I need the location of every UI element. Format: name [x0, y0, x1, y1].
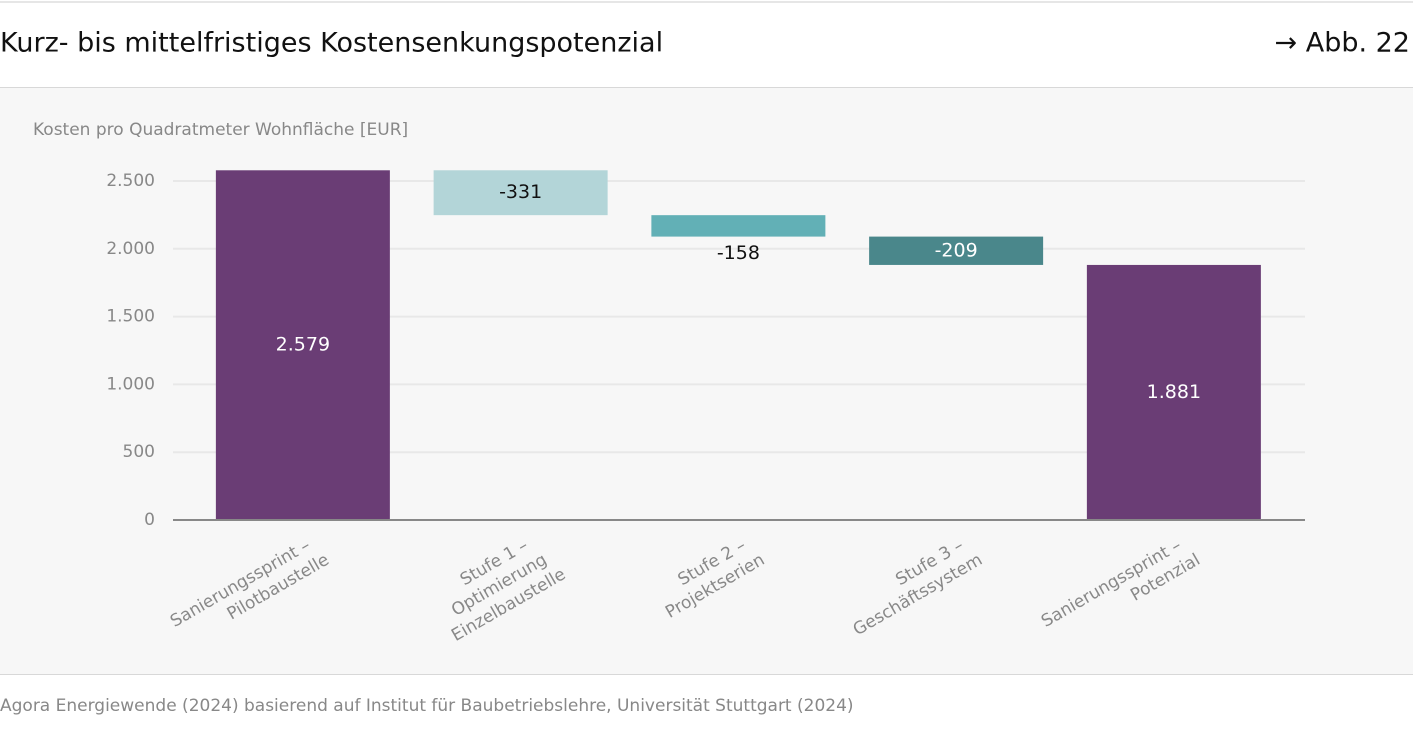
bar	[215, 170, 390, 520]
y-tick-label: 2.500	[106, 171, 155, 191]
value-label: -209	[935, 239, 978, 261]
bar	[433, 170, 608, 216]
title: Kurz- bis mittelfristiges Kostensenkungs…	[0, 28, 663, 59]
y-tick-label: 2.000	[106, 239, 155, 259]
value-label: -331	[499, 181, 542, 203]
source: Agora Energiewende (2024) basierend auf …	[0, 696, 854, 716]
y-tick-label: 0	[144, 510, 155, 530]
value-label: -158	[717, 242, 760, 264]
value-label: 1.881	[1147, 381, 1201, 403]
bar	[651, 215, 826, 237]
bar	[1086, 264, 1261, 520]
bar	[869, 236, 1044, 265]
figure-ref: → Abb. 22	[1275, 28, 1410, 59]
y-tick-label: 1.000	[106, 374, 155, 394]
y-tick-label: 500	[123, 442, 155, 462]
value-label: 2.579	[276, 334, 330, 356]
y-axis-label: Kosten pro Quadratmeter Wohnfläche [EUR]	[33, 120, 408, 140]
y-tick-label: 1.500	[106, 307, 155, 327]
